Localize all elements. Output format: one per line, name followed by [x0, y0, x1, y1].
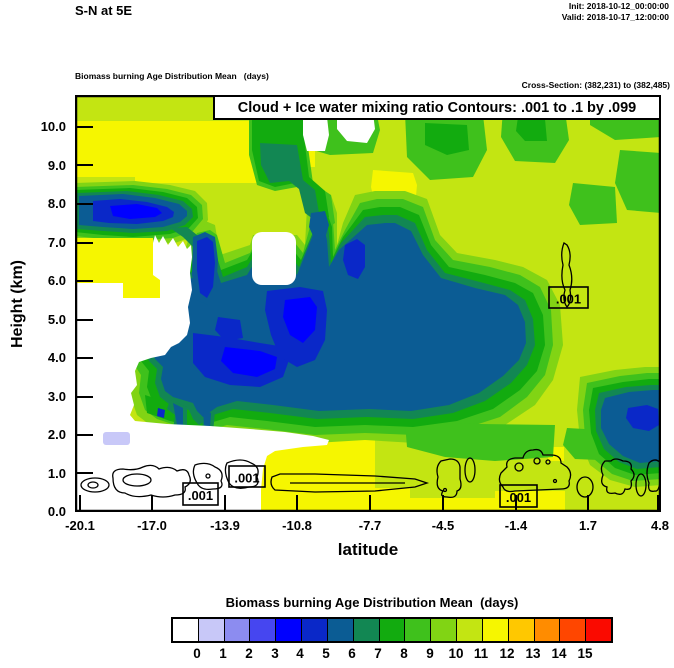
colorbar-tick: 10: [448, 646, 464, 661]
y-tick-label: 8.0: [47, 196, 66, 211]
y-tick-label: 7.0: [47, 235, 66, 250]
x-axis-label: latitude: [337, 540, 399, 559]
contour-label: .001: [188, 488, 213, 503]
colorbar-cell: [223, 618, 251, 642]
x-tick-label: 4.8: [650, 518, 670, 533]
cross-section-plot: .001 .001 .001 .001: [75, 95, 661, 512]
colorbar-cell: [559, 618, 587, 642]
page-title: S-N at 5E: [75, 3, 133, 18]
colorbar-cell: [301, 618, 328, 642]
colorbar-cell: [275, 618, 303, 642]
colorbar-cell: [352, 618, 380, 642]
colorbar-tick: 11: [473, 646, 489, 661]
colorbar-cell: [481, 618, 509, 642]
y-tick-label: 4.0: [47, 350, 66, 365]
colorbar-tick: 4: [296, 646, 304, 661]
y-tick-label: 6.0: [47, 273, 66, 288]
colorbar-tick: 7: [374, 646, 382, 661]
colorbar-tick: 6: [348, 646, 356, 661]
colorbar-cell: [404, 618, 432, 642]
x-tick-label: 1.7: [578, 518, 598, 533]
colorbar: [171, 617, 613, 643]
y-tick-label: 2.0: [47, 427, 66, 442]
valid-timestamp: Valid: 2018-10-17_12:00:00: [561, 11, 669, 22]
y-tick-label: 10.0: [40, 119, 66, 134]
x-tick-label: -10.8: [282, 518, 312, 533]
contour-label: .001: [556, 292, 581, 307]
colorbar-cell: [585, 618, 613, 642]
init-timestamp: Init: 2018-10-12_00:00:00: [568, 1, 669, 11]
colorbar-tick: 2: [245, 646, 253, 661]
cross-section-label: Cross-Section: (382,231) to (382,485): [521, 80, 670, 90]
contour-label: .001: [234, 471, 259, 486]
colorbar-tick: 9: [426, 646, 434, 661]
colorbar-cell: [326, 618, 354, 642]
contour-note-text: Cloud + Ice water mixing ratio Contours:…: [237, 99, 637, 116]
overlay-contour-lines: [80, 242, 661, 499]
colorbar-cell: [249, 618, 277, 642]
x-tick-label: -13.9: [210, 518, 240, 533]
x-tick-label: -20.1: [65, 518, 95, 533]
x-tick-label: -4.5: [431, 518, 455, 533]
colorbar-cell: [507, 618, 535, 642]
colorbar-cell: [378, 618, 406, 642]
contour-label: .001: [506, 490, 531, 505]
colorbar-tick: 5: [322, 646, 330, 661]
colorbar-tick: 0: [193, 646, 201, 661]
x-tick-label: -17.0: [137, 518, 167, 533]
contour-note-box: Cloud + Ice water mixing ratio Contours:…: [213, 95, 661, 120]
x-tick-label: -1.4: [504, 518, 528, 533]
colorbar-cell: [172, 618, 199, 642]
contour-label-boxes: .001 .001 .001 .001: [182, 286, 589, 508]
y-tick-label: 1.0: [47, 466, 66, 481]
colorbar-cell: [430, 618, 458, 642]
colorbar-tick: 1: [219, 646, 227, 661]
y-tick-label: 5.0: [47, 312, 66, 327]
colorbar-tick: 15: [577, 646, 593, 661]
x-tick-label: -7.7: [358, 518, 382, 533]
run-times: Init: 2018-10-12_00:00:00 Valid: 2018-10…: [562, 1, 669, 22]
colorbar-tick: 14: [551, 646, 567, 661]
colorbar-title: Biomass burning Age Distribution Mean (d…: [225, 595, 519, 610]
y-tick-label: 3.0: [47, 389, 66, 404]
field-line-shaded: Biomass burning Age Distribution Mean (d…: [75, 71, 269, 81]
fill-layer: [75, 95, 661, 512]
y-tick-label: 9.0: [47, 158, 66, 173]
colorbar-tick: 3: [271, 646, 279, 661]
colorbar-cell: [533, 618, 561, 642]
y-tick-label: 0.0: [47, 504, 66, 519]
y-axis-label: Height (km): [9, 260, 26, 348]
colorbar-cell: [197, 618, 225, 642]
axis-ticks: [77, 126, 659, 510]
colorbar-cell: [456, 618, 483, 642]
colorbar-tick: 13: [525, 646, 541, 661]
colorbar-tick: 12: [499, 646, 515, 661]
colorbar-tick: 8: [400, 646, 408, 661]
